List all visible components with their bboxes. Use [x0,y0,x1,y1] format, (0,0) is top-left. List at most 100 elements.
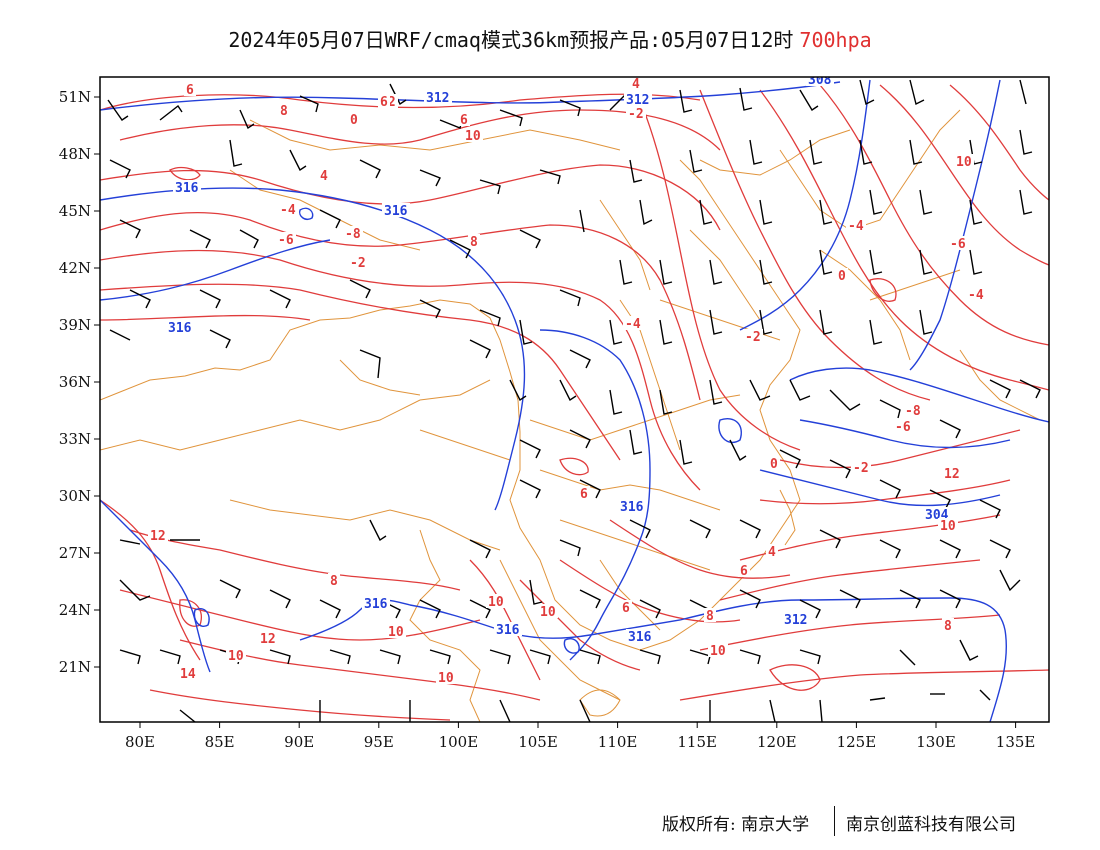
temperature-contour-label: 8 [944,619,952,634]
temperature-label-bg [318,168,330,182]
temperature-label-bg [623,316,643,330]
temperature-label-bg [948,236,968,250]
footer-copyright: 版权所有: 南京大学 [662,815,810,835]
temperature-contour-label: 8 [330,574,338,589]
temperature-contour-label: 10 [228,649,244,664]
temperature-label-bg [486,594,506,608]
temperature-label-bg [386,624,406,638]
footer-separator [834,806,835,836]
lat-label: 21N [59,658,91,676]
height-contour-label: 312 [784,613,807,628]
lat-label: 30N [59,487,91,505]
longitude-axis: 80E 85E 90E 95E 100E 105E 110E 115E 120E 125E 130E… [125,722,1035,751]
temperature-contour-label: 6 [460,113,468,128]
temperature-label-bg [704,608,716,622]
height-label-bg [923,507,951,521]
lon-label: 105E [518,733,558,751]
temperature-contour-label: -4 [625,317,641,332]
height-contour-label: 316 [628,630,652,645]
temperature-label-bg [620,600,632,614]
temperature-contour-label: 8 [280,104,288,119]
height-contour-label: 316 [168,321,192,336]
lon-label: 100E [439,733,479,751]
temperature-contour-label: -4 [280,203,296,218]
temperature-contour-label: -8 [345,227,361,242]
temperature-contour-label: 10 [488,595,504,610]
height-contour-label: 316 [364,597,388,612]
temperature-contour-label: 4 [320,169,328,184]
lat-label: 51N [59,88,91,106]
temperature-label-bg [436,670,456,684]
temperature-contour-label: 12 [944,467,960,482]
temperature-label-bg [178,666,198,680]
height-contour-label: 316 [384,204,408,219]
temperature-label-bg [184,82,196,96]
title-level: 700hpa [799,28,872,52]
temperature-label-bg [538,604,558,618]
lat-label: 48N [59,145,91,163]
lat-label: 39N [59,316,91,334]
height-contour-label: 312 [626,93,649,108]
temperature-label-bg [328,573,340,587]
temperature-contour-label: 14 [180,667,196,682]
temperature-contour-label: 0 [770,457,778,472]
temperature-contour-label: 10 [438,671,454,686]
height-contour-label: 316 [175,181,199,196]
height-label-bg [626,629,654,643]
temperature-contour-label: -6 [895,420,911,435]
temperature-label-bg [278,202,298,216]
boundary-lines [100,109,1041,722]
temperature-label-bg [578,486,590,500]
temperature-contour-label: -8 [905,404,921,419]
temperature-label-bg [851,460,871,474]
temperature-label-bg [893,419,913,433]
temperature-contour-label: -6 [278,233,294,248]
temperature-label-bg [626,106,646,120]
lat-label: 42N [59,259,91,277]
chart-title: 2024年05月07日WRF/cmaq模式36km预报产品:05月07日12时 7… [0,24,1100,53]
temperature-contour-label: -4 [968,288,984,303]
height-label-bg [806,77,834,86]
height-label-bg [494,622,522,636]
temperature-label-bg [966,287,986,301]
temperature-label-bg [743,329,763,343]
footer-company: 南京创蓝科技有限公司 [846,815,1016,835]
height-label-bg [618,499,646,513]
temperature-label-bg [226,648,246,662]
temperature-label-bg [343,226,363,240]
lat-label: 33N [59,430,91,448]
lon-label: 95E [364,733,394,751]
temperature-contour-label: 0 [838,269,846,284]
temperature-label-bg [738,563,750,577]
height-label-bg [624,92,652,106]
temperature-contour-label: -4 [848,219,864,234]
map-frame [99,76,1050,723]
lon-label: 135E [996,733,1036,751]
temperature-contour-label: -6 [950,237,966,252]
height-label-bg [382,203,410,217]
height-label-bg [424,90,452,104]
temperature-contour-label: 6 [186,83,194,98]
height-contour-label: 316 [620,500,644,515]
height-label-bg [782,612,810,626]
lon-label: 90E [284,733,314,751]
temperature-label-bg [348,112,360,126]
temperature-contour-label: 10 [710,644,726,659]
lon-label: 125E [837,733,877,751]
temperature-contour-label: 10 [540,605,556,620]
temperature-label-bg [463,128,483,142]
temperature-contour-label: 8 [706,609,714,624]
lon-label: 85E [205,733,235,751]
temperature-contour-label: 10 [465,129,481,144]
temperature-contour-label: 12 [150,529,166,544]
temperature-contour-label: 0 [350,113,358,128]
temperature-contour-label: 8 [470,235,478,250]
lat-label: 24N [59,601,91,619]
temperature-label-bg [258,631,278,645]
temperature-contour-label: 10 [940,519,956,534]
temperature-label-bg [630,77,642,90]
temperature-contour-label: 6 [580,487,588,502]
temperature-label-bg [938,518,958,532]
